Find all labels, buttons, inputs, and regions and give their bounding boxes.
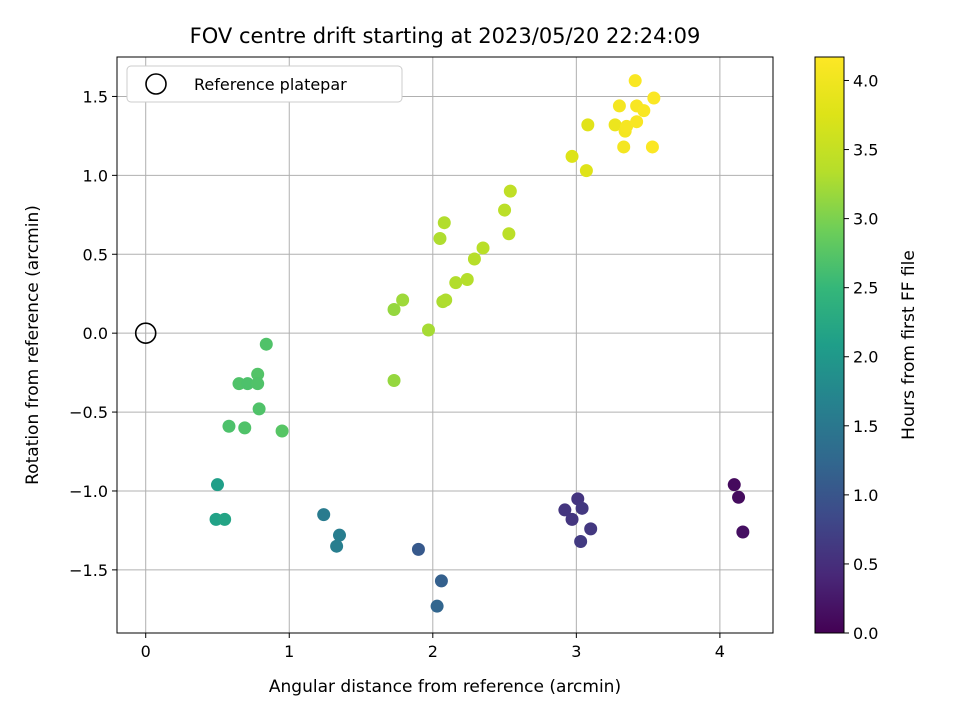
colorbar-tick-label: 4.0 xyxy=(853,71,878,90)
colorbar-tick-label: 2.5 xyxy=(853,279,878,298)
colorbar-ticks: 0.0 0.5 1.0 1.5 2.0 2.5 3.0 3.5 4.0 xyxy=(844,71,878,643)
x-tick-label: 0 xyxy=(141,642,151,661)
colorbar-gradient xyxy=(814,56,845,634)
y-axis-title: Rotation from reference (arcmin) xyxy=(23,205,43,485)
data-point xyxy=(620,119,634,133)
colorbar: 0.0 0.5 1.0 1.5 2.0 2.5 3.0 3.5 4.0 Hours from f… xyxy=(814,56,919,643)
legend-marker-icon xyxy=(145,73,167,95)
axis-ticks: 0 1 2 3 4 −1.5 −1.0 −0.5 0.0 0.5 1.0 1.5 xyxy=(69,87,725,661)
data-point xyxy=(396,293,410,307)
data-point xyxy=(241,377,255,391)
data-point xyxy=(584,522,598,536)
data-point xyxy=(434,574,448,588)
data-point xyxy=(449,276,463,290)
plot-background xyxy=(117,57,773,633)
data-point xyxy=(332,528,346,542)
data-point xyxy=(608,118,622,132)
colorbar-tick-label: 0.0 xyxy=(853,624,878,643)
data-point xyxy=(581,118,595,132)
x-tick-label: 1 xyxy=(284,642,294,661)
data-point xyxy=(732,490,746,504)
data-point xyxy=(460,273,474,287)
data-point xyxy=(275,424,289,438)
data-point xyxy=(630,115,644,129)
data-point xyxy=(612,99,626,113)
y-tick-label: 1.0 xyxy=(83,166,108,185)
data-point xyxy=(430,599,444,613)
y-tick-label: −1.0 xyxy=(69,482,108,501)
data-point xyxy=(439,293,453,307)
colorbar-tick-label: 3.0 xyxy=(853,210,878,229)
data-point xyxy=(437,216,451,230)
y-tick-label: −0.5 xyxy=(69,403,108,422)
reference-point-marker xyxy=(134,322,157,344)
data-point xyxy=(317,508,331,522)
data-point xyxy=(251,367,265,381)
colorbar-tick-label: 0.5 xyxy=(853,555,878,574)
data-point xyxy=(411,542,425,556)
legend-label: Reference platepar xyxy=(194,75,347,94)
legend: Reference platepar xyxy=(126,65,403,103)
legend-box xyxy=(126,65,403,103)
data-point xyxy=(387,374,401,388)
data-point xyxy=(252,402,266,416)
data-point xyxy=(421,323,435,337)
data-point xyxy=(575,501,589,515)
x-axis-title: Angular distance from reference (arcmin) xyxy=(269,677,621,697)
x-tick-label: 4 xyxy=(715,642,725,661)
plot-frame xyxy=(116,56,774,634)
data-point xyxy=(628,74,642,88)
data-point xyxy=(579,164,593,178)
data-point xyxy=(637,104,651,118)
chart-title: FOV centre drift starting at 2023/05/20 … xyxy=(190,24,701,48)
data-point xyxy=(502,227,516,241)
data-point xyxy=(503,184,517,198)
data-point xyxy=(467,252,481,266)
data-point xyxy=(222,419,236,433)
data-point xyxy=(498,203,512,217)
data-point xyxy=(617,140,631,154)
x-tick-label: 2 xyxy=(428,642,438,661)
y-tick-label: −1.5 xyxy=(69,561,108,580)
data-point xyxy=(251,377,265,391)
data-points xyxy=(209,74,750,613)
data-point xyxy=(574,534,588,548)
data-point xyxy=(558,503,572,517)
colorbar-tick-label: 2.0 xyxy=(853,348,878,367)
data-point xyxy=(647,91,661,105)
data-point xyxy=(330,539,344,553)
data-point xyxy=(259,337,273,351)
data-point xyxy=(736,525,750,539)
data-point xyxy=(727,478,741,492)
colorbar-tick-label: 3.5 xyxy=(853,141,878,160)
colorbar-tick-label: 1.0 xyxy=(853,486,878,505)
y-tick-label: 0.0 xyxy=(83,324,108,343)
x-tick-label: 3 xyxy=(571,642,581,661)
data-point xyxy=(218,512,232,526)
data-point xyxy=(387,302,401,316)
y-tick-label: 1.5 xyxy=(83,87,108,106)
data-point xyxy=(565,512,579,526)
data-point xyxy=(645,140,659,154)
data-point xyxy=(433,231,447,245)
data-point xyxy=(238,421,252,435)
data-point xyxy=(210,478,224,492)
colorbar-title: Hours from first FF file xyxy=(899,250,919,440)
y-tick-label: 0.5 xyxy=(83,245,108,264)
data-point xyxy=(476,241,490,255)
colorbar-tick-label: 1.5 xyxy=(853,417,878,436)
data-point xyxy=(565,149,579,163)
